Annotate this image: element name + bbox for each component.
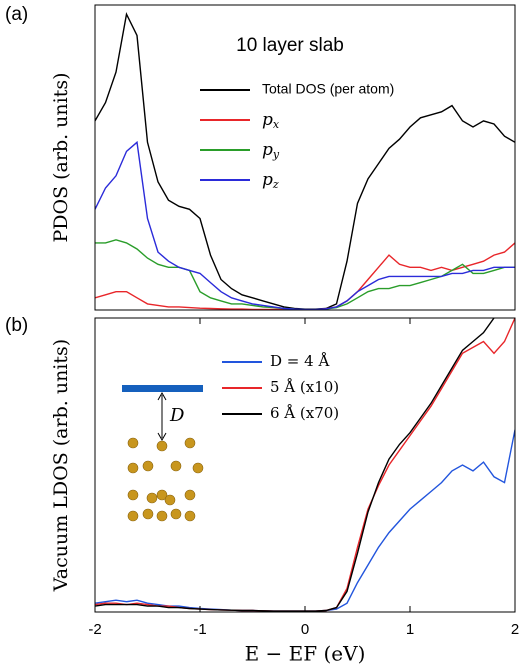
- x-tick-label: 0: [301, 621, 309, 638]
- legend-label: D = 4 Å: [270, 352, 329, 370]
- x-axis-label: E − EF (eV): [245, 642, 366, 666]
- panel-label: (b): [5, 315, 28, 336]
- y-axis-label: PDOS (arb. units): [50, 72, 72, 242]
- vacuum-plane: [122, 385, 203, 392]
- arrow-heads: [157, 391, 167, 442]
- plot-frame: [94, 4, 516, 311]
- inset-label: D: [169, 405, 185, 426]
- inset: [122, 385, 204, 522]
- data-line: [95, 140, 515, 310]
- legend-label: px: [262, 110, 280, 132]
- x-tick-label: 2: [511, 621, 519, 638]
- atoms: [127, 437, 204, 522]
- data-line: [95, 318, 495, 612]
- legend-label: Total DOS (per atom): [262, 81, 394, 97]
- chart-title: 10 layer slab: [236, 35, 344, 56]
- legend-label: pz: [262, 170, 279, 192]
- panel-label: (a): [5, 4, 28, 25]
- data-line: [95, 429, 515, 612]
- x-tick-label: -2: [88, 621, 101, 638]
- x-tick-label: -1: [193, 621, 206, 638]
- y-axis-label: Vacuum LDOS (arb. units): [50, 339, 72, 592]
- legend-label: py: [262, 140, 280, 162]
- x-tick-label: 1: [406, 621, 414, 638]
- legend-label: 5 Å (x10): [270, 378, 339, 396]
- legend-label: 6 Å (x70): [270, 404, 339, 422]
